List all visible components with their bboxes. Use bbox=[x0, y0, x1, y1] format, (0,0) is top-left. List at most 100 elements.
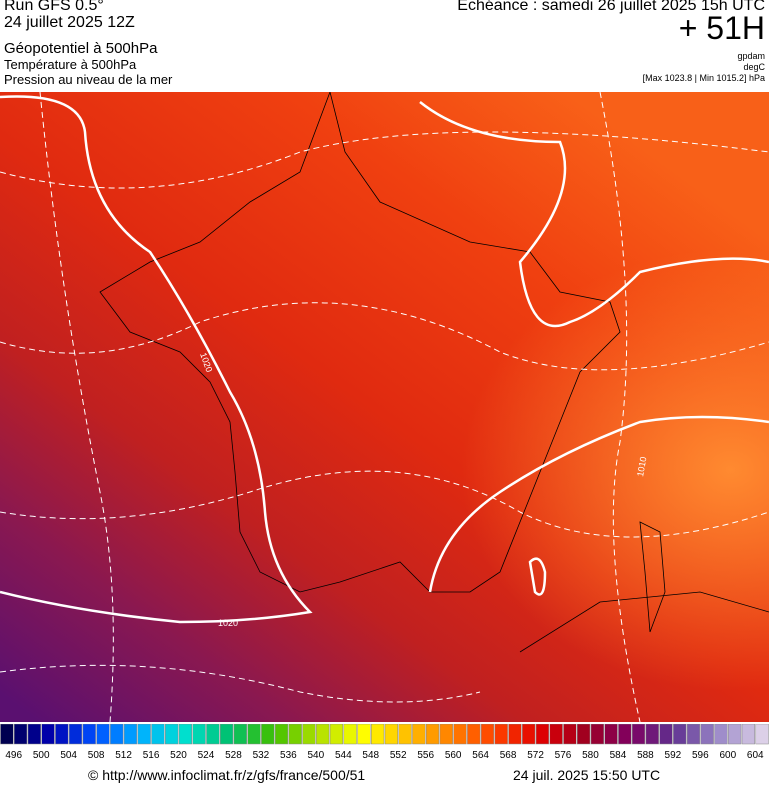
offset: + 51H bbox=[678, 10, 765, 46]
colorbar-label: 564 bbox=[472, 750, 489, 761]
colorbar-swatch bbox=[41, 724, 55, 745]
colorbar-swatch bbox=[0, 724, 14, 745]
colorbar: 496 500 504 508 512 516 520 524 528 532 536 540 544 5… bbox=[0, 724, 769, 761]
colorbar-label: 576 bbox=[555, 750, 572, 761]
colorbar-swatch bbox=[206, 724, 220, 745]
colorbar-label: 588 bbox=[637, 750, 654, 761]
colorbar-swatch bbox=[535, 724, 550, 745]
colorbar-label: 504 bbox=[60, 750, 77, 761]
colorbar-swatch bbox=[137, 724, 151, 745]
colorbar-swatch bbox=[343, 724, 357, 745]
colorbar-swatch bbox=[494, 724, 508, 745]
colorbar-swatch bbox=[123, 724, 138, 745]
field-label: Géopotentiel à 500hPa bbox=[4, 40, 158, 57]
colorbar-label: 556 bbox=[417, 750, 434, 761]
colorbar-swatch bbox=[604, 724, 618, 745]
colorbar-label: 604 bbox=[747, 750, 764, 761]
colorbar-swatch bbox=[755, 724, 769, 745]
colorbar-swatch bbox=[261, 724, 275, 745]
colorbar-swatch bbox=[577, 724, 591, 745]
colorbar-swatch bbox=[329, 724, 344, 745]
coastline bbox=[99, 92, 769, 653]
colorbar-swatch bbox=[13, 724, 28, 745]
colorbar-swatch bbox=[439, 724, 453, 745]
colorbar-swatch bbox=[55, 724, 69, 745]
colorbar-swatch bbox=[659, 724, 673, 745]
contour-label: 1010 bbox=[635, 456, 648, 477]
colorbar-swatch bbox=[384, 724, 398, 745]
colorbar-swatch bbox=[82, 724, 96, 745]
colorbar-swatch bbox=[96, 724, 110, 745]
colorbar-swatch bbox=[508, 724, 522, 745]
field-label: Température à 500hPa bbox=[4, 57, 137, 72]
contour-label: 1020 bbox=[218, 618, 238, 628]
run-date: 24 juillet 2025 12Z bbox=[4, 14, 135, 31]
colorbar-swatch bbox=[247, 724, 261, 745]
colorbar-swatch bbox=[700, 724, 714, 745]
colorbar-swatch bbox=[728, 724, 742, 745]
colorbar-label: 536 bbox=[280, 750, 297, 761]
colorbar-swatch bbox=[288, 724, 302, 745]
colorbar-swatch bbox=[316, 724, 330, 745]
colorbar-label: 568 bbox=[500, 750, 517, 761]
colorbar-swatch bbox=[165, 724, 179, 745]
colorbar-label: 500 bbox=[33, 750, 50, 761]
colorbar-label: 584 bbox=[610, 750, 627, 761]
colorbar-swatch bbox=[398, 724, 412, 745]
colorbar-swatch bbox=[714, 724, 728, 745]
colorbar-swatch bbox=[357, 724, 371, 745]
colorbar-label: 496 bbox=[5, 750, 22, 761]
colorbar-swatch bbox=[453, 724, 467, 745]
colorbar-swatch bbox=[110, 724, 124, 745]
colorbar-swatch bbox=[618, 724, 632, 745]
colorbar-label: 524 bbox=[198, 750, 215, 761]
colorbar-swatch bbox=[178, 724, 192, 745]
run-title: Run GFS 0.5° bbox=[4, 0, 104, 14]
colorbar-label: 572 bbox=[527, 750, 544, 761]
echeance: Echéance : samedi 26 juillet 2025 15h UT… bbox=[457, 0, 765, 14]
map: 1020 1020 1010 bbox=[0, 92, 769, 722]
colorbar-swatch bbox=[741, 724, 756, 745]
colorbar-label: 560 bbox=[445, 750, 462, 761]
colorbar-swatch bbox=[371, 724, 385, 745]
range: [Max 1023.8 | Min 1015.2] hPa bbox=[642, 73, 765, 83]
colorbar-swatch bbox=[274, 724, 289, 745]
colorbar-label: 532 bbox=[253, 750, 270, 761]
colorbar-swatch bbox=[425, 724, 440, 745]
colorbar-label: 508 bbox=[88, 750, 105, 761]
field-background bbox=[0, 92, 769, 722]
colorbar-label: 592 bbox=[665, 750, 682, 761]
colorbar-label: 552 bbox=[390, 750, 407, 761]
colorbar-label: 600 bbox=[719, 750, 736, 761]
unit: degC bbox=[743, 62, 765, 72]
colorbar-swatch bbox=[467, 724, 481, 745]
colorbar-swatch bbox=[480, 724, 495, 745]
colorbar-label: 540 bbox=[307, 750, 324, 761]
colorbar-swatch bbox=[522, 724, 536, 745]
timestamp: 24 juil. 2025 15:50 UTC bbox=[513, 767, 661, 783]
colorbar-swatch bbox=[645, 724, 659, 745]
colorbar-label: 512 bbox=[115, 750, 132, 761]
colorbar-swatch bbox=[412, 724, 426, 745]
colorbar-swatch bbox=[563, 724, 577, 745]
unit: gpdam bbox=[737, 51, 765, 61]
colorbar-label: 544 bbox=[335, 750, 352, 761]
colorbar-swatch bbox=[590, 724, 604, 745]
field-label: Pression au niveau de la mer bbox=[4, 72, 173, 87]
colorbar-swatch bbox=[233, 724, 247, 745]
colorbar-label: 520 bbox=[170, 750, 187, 761]
colorbar-swatch bbox=[549, 724, 563, 745]
colorbar-label: 528 bbox=[225, 750, 242, 761]
colorbar-swatch bbox=[192, 724, 206, 745]
source: © http://www.infoclimat.fr/z/gfs/france/… bbox=[88, 767, 366, 783]
colorbar-swatch bbox=[673, 724, 687, 745]
colorbar-label: 580 bbox=[582, 750, 599, 761]
colorbar-swatch bbox=[151, 724, 165, 745]
colorbar-label: 596 bbox=[692, 750, 709, 761]
colorbar-swatch bbox=[686, 724, 701, 745]
isobar bbox=[0, 95, 769, 624]
colorbar-swatch bbox=[302, 724, 316, 745]
colorbar-label: 548 bbox=[362, 750, 379, 761]
colorbar-label: 516 bbox=[143, 750, 160, 761]
